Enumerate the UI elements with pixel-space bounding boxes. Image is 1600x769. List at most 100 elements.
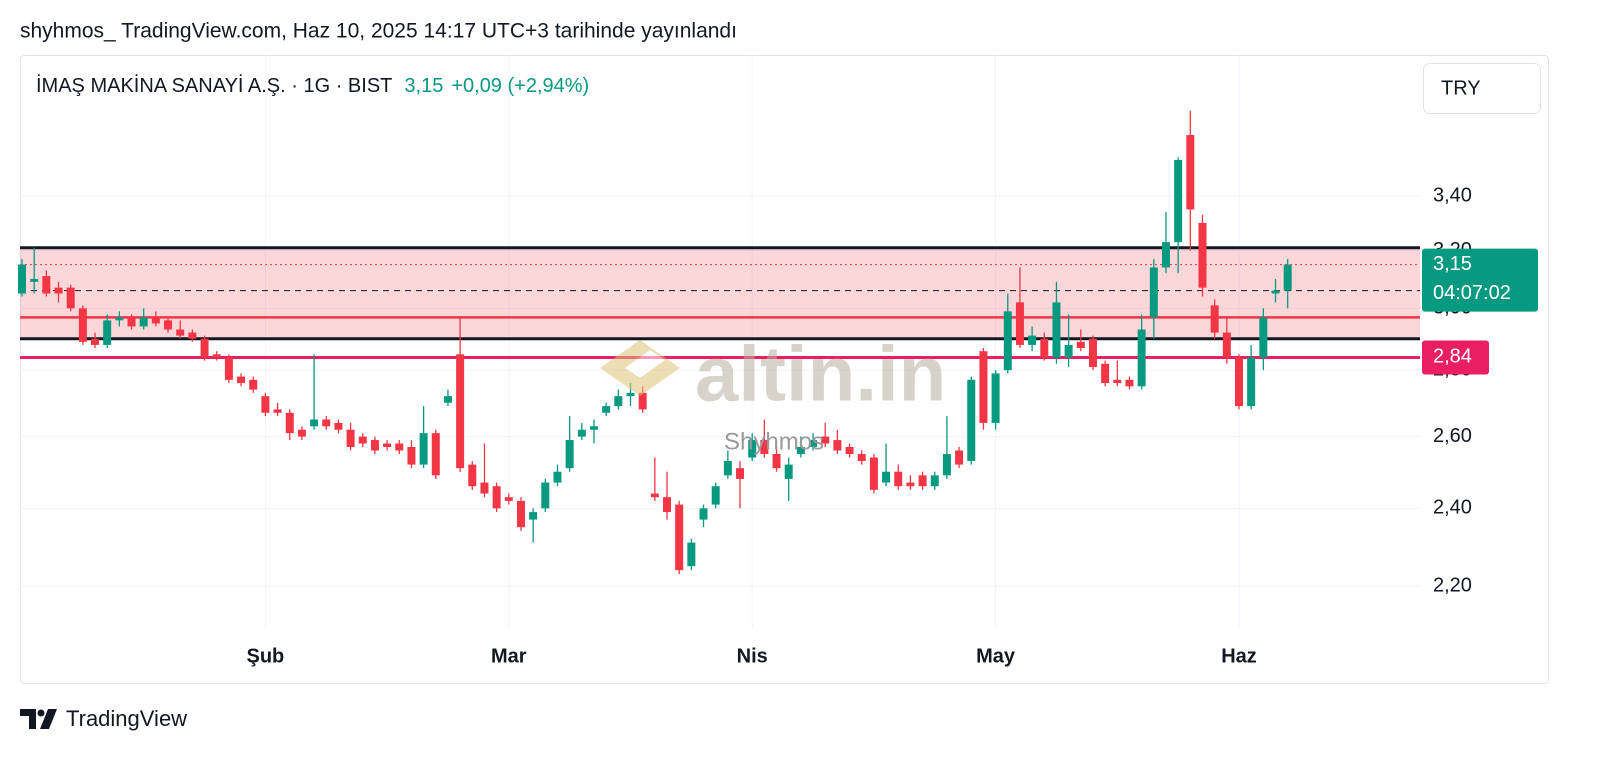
candle-body	[772, 453, 781, 469]
candle-body	[395, 443, 404, 451]
candle-body	[492, 486, 501, 509]
y-tick-label: 2,20	[1433, 575, 1472, 597]
x-tick-label: Nis	[737, 645, 768, 667]
candle-body	[1271, 290, 1280, 294]
watermark: altin.in	[600, 330, 946, 418]
candle-body	[334, 422, 343, 430]
symbol-title: İMAŞ MAKİNA SANAYİ A.Ş. · 1G · BIST	[36, 74, 392, 97]
candle-body	[78, 308, 87, 342]
currency[interactable]: TRY	[1441, 77, 1481, 99]
candle-body	[626, 392, 635, 397]
candle-body	[589, 426, 598, 430]
candle-body	[1247, 357, 1256, 407]
candle-body	[991, 373, 1000, 423]
candle-body	[541, 482, 550, 509]
candle-body	[1222, 332, 1231, 358]
logo-part	[37, 709, 45, 717]
candle-body	[419, 433, 428, 465]
candle-body	[1174, 159, 1183, 243]
x-tick-label: Haz	[1221, 645, 1257, 667]
candle-body	[468, 464, 477, 487]
candle-body	[614, 396, 623, 407]
candle-body	[602, 406, 611, 413]
candle-body	[650, 493, 659, 498]
candle-body	[176, 329, 185, 336]
candle-body	[139, 317, 148, 327]
price-badge	[1422, 248, 1538, 312]
candle-body	[894, 471, 903, 487]
candle-body	[322, 419, 331, 427]
logo-part	[20, 709, 36, 729]
candle-body	[711, 486, 720, 505]
candle-body	[687, 542, 696, 567]
candle-body	[906, 482, 915, 487]
candle-body	[638, 392, 647, 410]
candle-body	[346, 429, 355, 447]
candle-body	[237, 376, 246, 384]
candle-body	[796, 446, 805, 454]
candle-body	[224, 357, 233, 380]
author-watermark: Shyhmos	[724, 428, 824, 455]
candle-body	[857, 453, 866, 462]
axis-overlay: ŞubMarNisMayHaz2,202,402,602,803,003,203…	[247, 184, 1538, 667]
candle-body	[164, 320, 173, 330]
candle-body	[1064, 344, 1073, 358]
candle-body	[967, 379, 976, 462]
chart-frame	[20, 55, 1549, 684]
candle-body	[882, 471, 891, 483]
candle-body	[285, 412, 294, 434]
candle-body	[809, 440, 818, 447]
watermark-logo-cut	[625, 350, 665, 378]
candle-body	[1028, 335, 1037, 345]
candle-body	[516, 500, 525, 528]
candle-body	[1149, 267, 1158, 318]
candle-body	[930, 475, 939, 487]
candle-body	[1161, 242, 1170, 268]
logo-part	[40, 709, 57, 729]
candle-body	[1088, 338, 1097, 367]
candle-body	[456, 354, 465, 469]
candle-body	[675, 504, 684, 571]
candle-body	[151, 317, 160, 324]
candle-body	[663, 497, 672, 513]
candle-body	[18, 264, 26, 294]
candle-body	[1259, 317, 1268, 358]
candle-body	[1003, 311, 1012, 371]
candle-body	[1101, 363, 1110, 384]
candle-body	[577, 429, 586, 437]
currency-box[interactable]	[1423, 63, 1541, 114]
candle-body	[942, 453, 951, 476]
candle-body	[480, 482, 489, 494]
candle-body	[1283, 264, 1292, 291]
candle-body	[1137, 329, 1146, 387]
candle-body	[748, 440, 757, 458]
candle-body	[869, 457, 878, 490]
candle-body	[188, 332, 197, 339]
x-tick-label: Şub	[247, 645, 285, 667]
candle-body	[297, 429, 306, 437]
candle-body	[1186, 135, 1195, 210]
candle-body	[529, 512, 538, 520]
candle-body	[115, 317, 124, 321]
candle-body	[249, 379, 258, 390]
candle-body	[42, 276, 51, 294]
candle-body	[383, 443, 392, 447]
candle-body	[358, 436, 367, 444]
candle-body	[1113, 379, 1122, 384]
candle-body	[30, 278, 39, 282]
candle-body	[407, 446, 416, 465]
candle-body	[699, 508, 708, 520]
candle-body	[91, 338, 100, 345]
price-badge-label: 2,84	[1433, 346, 1472, 368]
candle-body	[955, 450, 964, 465]
candle-body	[1052, 302, 1061, 358]
candle-body	[261, 396, 270, 413]
tradingview-logo	[20, 709, 57, 729]
candle-body	[504, 497, 513, 501]
last-price: 3,15	[404, 75, 443, 97]
publish-header: shyhmos_ TradingView.com, Haz 10, 2025 1…	[20, 20, 737, 43]
candle-body	[760, 440, 769, 454]
